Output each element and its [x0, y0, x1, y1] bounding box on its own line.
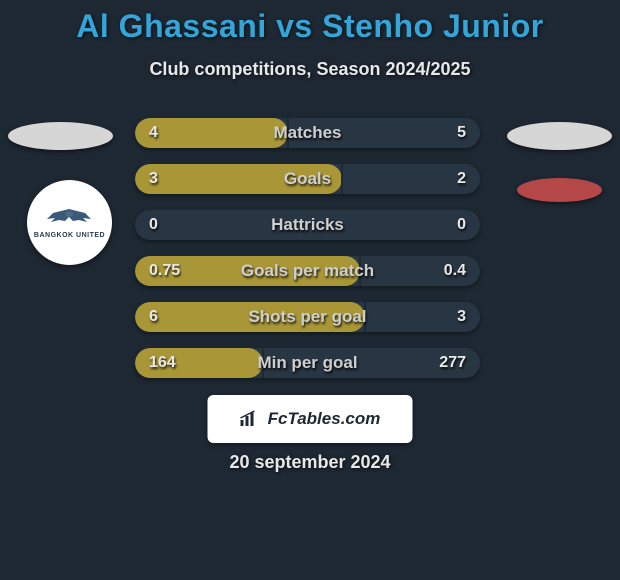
value-right: 3 [457, 302, 466, 332]
stat-row: 164277Min per goal [0, 340, 620, 386]
bar-divider [359, 256, 361, 286]
bar-divider [364, 302, 366, 332]
bar-fill [135, 302, 365, 332]
value-left: 6 [149, 302, 158, 332]
subtitle: Club competitions, Season 2024/2025 [0, 59, 620, 80]
bar-divider [341, 164, 343, 194]
bars-icon [240, 410, 262, 428]
stat-label: Hattricks [135, 210, 480, 240]
comparison-card: Al Ghassani vs Stenho Junior Club compet… [0, 0, 620, 580]
value-right: 0.4 [444, 256, 466, 286]
bar-track: 0 0Hattricks [135, 210, 480, 240]
comparison-chart: 45Matches32Goals00Hattricks0.750.4Goals … [0, 110, 620, 386]
bar-divider [287, 118, 289, 148]
bar-track: 45Matches [135, 118, 480, 148]
value-left: 0.75 [149, 256, 180, 286]
date-text: 20 september 2024 [0, 452, 620, 473]
brand-label: FcTables.com [240, 409, 381, 429]
stat-row: 0.750.4Goals per match [0, 248, 620, 294]
bar-track: 0.750.4Goals per match [135, 256, 480, 286]
page-title: Al Ghassani vs Stenho Junior [0, 0, 620, 45]
brand-pill: FcTables.com [208, 395, 413, 443]
stat-row: 45Matches [0, 110, 620, 156]
bar-track: 164277Min per goal [135, 348, 480, 378]
stat-row: 32Goals [0, 156, 620, 202]
value-right: 0 [457, 210, 466, 240]
brand-text: FcTables.com [268, 409, 381, 429]
value-left: 164 [149, 348, 176, 378]
bar-track: 32Goals [135, 164, 480, 194]
value-right: 2 [457, 164, 466, 194]
value-right: 5 [457, 118, 466, 148]
stat-row: 0 0Hattricks [0, 202, 620, 248]
bar-track: 63Shots per goal [135, 302, 480, 332]
value-left: 0 [149, 210, 158, 240]
value-right: 277 [439, 348, 466, 378]
bar-fill [135, 164, 342, 194]
stat-row: 63Shots per goal [0, 294, 620, 340]
value-left: 3 [149, 164, 158, 194]
value-left: 4 [149, 118, 158, 148]
bar-divider [262, 348, 264, 378]
